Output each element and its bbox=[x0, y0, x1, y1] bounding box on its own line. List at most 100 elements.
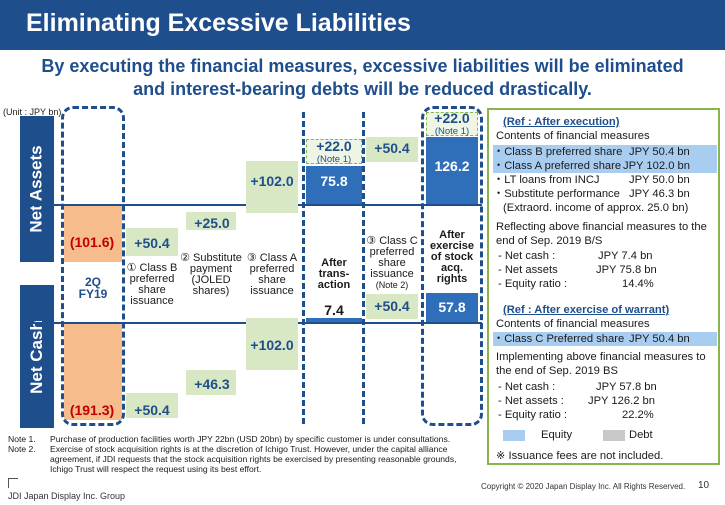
bar-na-extra2 bbox=[426, 112, 478, 136]
cat-c1-line3: share bbox=[138, 284, 166, 296]
category-class-a: ③ Class A preferred share issuance bbox=[242, 253, 302, 297]
cat-ex-line2: exercise bbox=[429, 240, 475, 252]
label-na-after-exercise: 126.2 bbox=[434, 158, 470, 174]
item-value: JPY 50.4 bn bbox=[629, 333, 690, 345]
title-bar bbox=[0, 0, 725, 50]
note-2-text-1: Exercise of stock acquisition rights is … bbox=[50, 444, 448, 454]
label-nc-start: (191.3) bbox=[69, 402, 115, 418]
item-value: JPY 50.4 bn bbox=[629, 146, 690, 158]
bar-na-after-transaction bbox=[306, 166, 362, 204]
label-nc-step1: +50.4 bbox=[134, 402, 170, 418]
bar-na-after-exercise bbox=[426, 137, 478, 204]
legend-equity-label: Equity bbox=[541, 429, 573, 441]
page-title: Eliminating Excessive Liabilities bbox=[26, 9, 411, 37]
cat-fy-line1: 2Q bbox=[84, 275, 101, 289]
ref1-title: (Ref : After execution) bbox=[503, 116, 620, 128]
reference-panel: (Ref : After execution) Contents of fina… bbox=[487, 108, 720, 465]
cat-c2-line4: shares) bbox=[192, 285, 230, 297]
note-2-label: Note 2. bbox=[8, 444, 36, 454]
logo-mark bbox=[8, 478, 18, 488]
ref1-item-class-b: ・Class B preferred share JPY 50.4 bn bbox=[493, 145, 717, 159]
fees-note: ※ Issuance fees are not included. bbox=[496, 450, 664, 462]
row-value: JPY 7.4 bn bbox=[598, 250, 653, 262]
category-class-b: ① Class B preferred share issuance bbox=[122, 263, 182, 307]
cat-c5-line3: share bbox=[378, 257, 406, 269]
item-label: ・Class C Preferred share bbox=[493, 333, 625, 345]
category-class-c: ③ Class C preferred share issuance (Note… bbox=[362, 236, 422, 291]
cat-c1-line1: ① Class B bbox=[126, 262, 178, 274]
legend-debt-swatch bbox=[603, 430, 625, 441]
row-value: 14.4% bbox=[622, 278, 654, 290]
cat-ex-line5: rights bbox=[436, 273, 468, 285]
ref2-impl-line1: Implementing above financial measures to bbox=[496, 351, 706, 363]
ref1-net-cash: - Net cash : JPY 7.4 bn bbox=[498, 249, 708, 263]
row-label: - Net cash : bbox=[498, 381, 556, 393]
ref2-net-cash: - Net cash : JPY 57.8 bn bbox=[498, 380, 708, 394]
row-label: - Net cash : bbox=[498, 250, 556, 262]
label-na-after-transaction: 75.8 bbox=[320, 173, 348, 189]
label-nc-step3: +102.0 bbox=[250, 337, 294, 353]
bar-na-start bbox=[64, 206, 122, 262]
cat-c3-line1: ③ Class A bbox=[246, 252, 298, 264]
cat-ex-line3: of stock bbox=[430, 251, 474, 263]
cat-c5-line5: (Note 2) bbox=[375, 280, 409, 290]
ref2-title: (Ref : After exercise of warrant) bbox=[503, 304, 670, 316]
net-assets-label: Net Assets bbox=[20, 116, 54, 262]
cat-c2-line3: (JOLED bbox=[191, 274, 231, 286]
ref1-reflect-line1: Reflecting above financial measures to t… bbox=[496, 221, 707, 233]
bar-nc-step1 bbox=[126, 393, 178, 418]
label-nc-step2: +46.3 bbox=[194, 376, 230, 392]
bar-na-step3 bbox=[246, 161, 298, 213]
label-na-start: (101.6) bbox=[69, 234, 115, 250]
legend-debt-label: Debt bbox=[629, 429, 653, 441]
cat-ex-line4: acq. bbox=[440, 262, 463, 274]
net-assets-label-text: Net Assets bbox=[27, 145, 46, 233]
bar-na-step2 bbox=[186, 212, 236, 230]
item-label: ・Class A preferred share bbox=[493, 160, 622, 172]
bar-na-step1 bbox=[126, 228, 178, 256]
bar-na-class-c bbox=[366, 137, 418, 162]
label-na-step2: +25.0 bbox=[194, 215, 230, 231]
ref2-contents: Contents of financial measures bbox=[496, 318, 650, 330]
row-label: - Equity ratio : bbox=[498, 409, 568, 421]
ref2-equity-ratio: - Equity ratio : 22.2% bbox=[498, 408, 708, 422]
bar-nc-start bbox=[64, 324, 122, 420]
subtitle-line-2: and interest-bearing debts will be reduc… bbox=[133, 79, 592, 99]
ref2-item-class-c: ・Class C Preferred share JPY 50.4 bn bbox=[493, 332, 717, 346]
ref1-equity-ratio: - Equity ratio : 14.4% bbox=[498, 277, 708, 291]
item-label: ・Class B preferred share bbox=[493, 146, 623, 158]
net-cash-label-text: Net Cash bbox=[27, 319, 46, 394]
ref2-net-assets: - Net assets : JPY 126.2 bn bbox=[498, 394, 708, 408]
ref1-item-substitute: ・Substitute performance JPY 46.3 bn bbox=[493, 187, 717, 201]
bar-nc-step3 bbox=[246, 318, 298, 370]
ref1-reflect-line2: end of Sep. 2019 B/S bbox=[496, 235, 603, 247]
ref1-item-loans: ・LT loans from INCJ JPY 50.0 bn bbox=[493, 173, 717, 187]
cat-c2-line2: payment bbox=[189, 263, 233, 275]
page-number: 10 bbox=[698, 480, 710, 491]
copyright: Copyright © 2020 Japan Display Inc. All … bbox=[481, 482, 686, 491]
label-na-step1: +50.4 bbox=[134, 235, 170, 251]
bar-nc-after-transaction bbox=[306, 318, 362, 322]
cat-fy-line2: FY19 bbox=[78, 287, 108, 301]
legend-equity-swatch bbox=[503, 430, 525, 441]
bar-na-extra bbox=[306, 139, 362, 164]
cat-ex-line1: After bbox=[439, 229, 465, 241]
company-logo-text: JDI Japan Display Inc. Group bbox=[8, 491, 126, 501]
item-label: ・LT loans from INCJ bbox=[493, 174, 600, 186]
bar-nc-class-c bbox=[366, 294, 418, 319]
note-1-label: Note 1. bbox=[8, 434, 36, 444]
dashed-frame-start bbox=[61, 106, 125, 426]
cat-c5-line1: ③ Class C bbox=[366, 235, 418, 247]
cat-c5-line4: issuance bbox=[370, 268, 414, 280]
label-nc-after-exercise: 57.8 bbox=[438, 299, 466, 315]
dashed-frame-end bbox=[421, 106, 483, 426]
row-value: JPY 57.8 bn bbox=[596, 381, 657, 393]
label-na-extra2: +22.0 bbox=[434, 110, 470, 126]
label-na-class-c: +50.4 bbox=[374, 140, 410, 156]
label-na-extra-note: (Note 1) bbox=[316, 154, 352, 165]
ref1-extraord: (Extraord. income of approx. 25.0 bn) bbox=[503, 202, 689, 214]
subtitle-line-1: By executing the financial measures, exc… bbox=[41, 56, 684, 76]
cat-after-line2: trans- bbox=[318, 268, 350, 280]
row-value: JPY 126.2 bn bbox=[588, 395, 655, 407]
dashed-divider-2 bbox=[362, 112, 365, 424]
